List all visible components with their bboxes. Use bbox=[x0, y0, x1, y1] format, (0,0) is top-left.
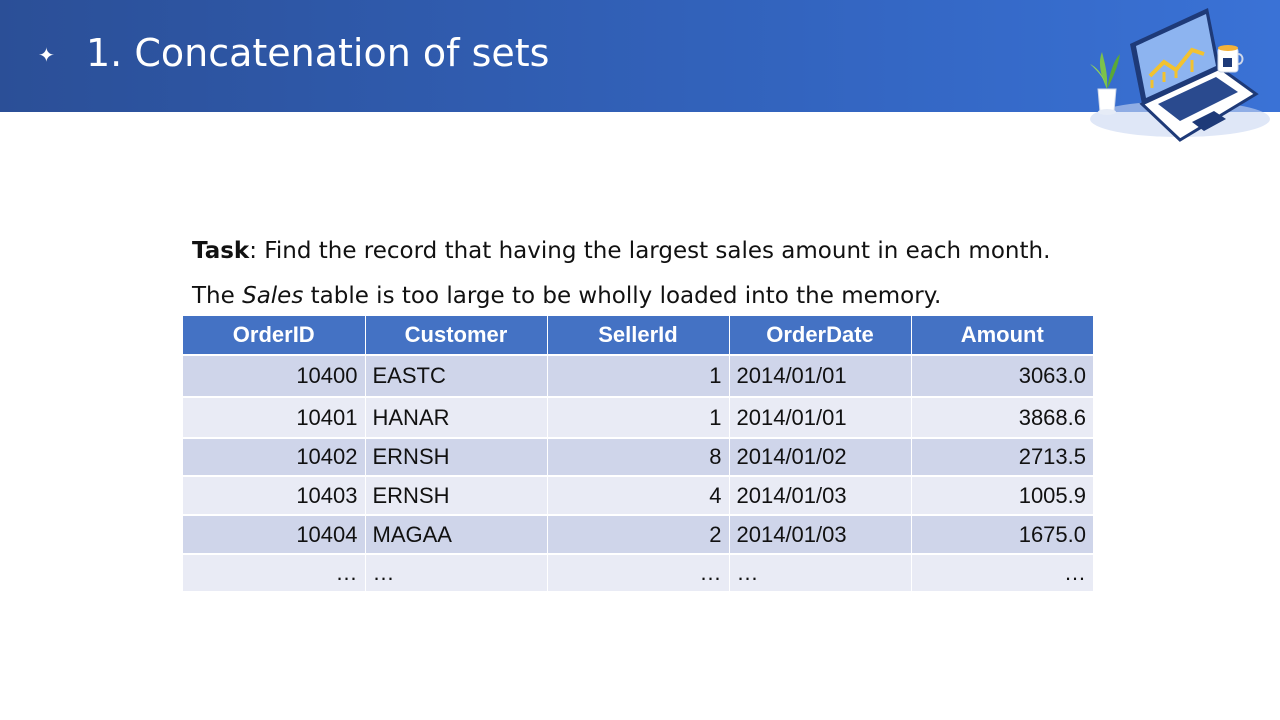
cell-orderdate: 2014/01/01 bbox=[729, 396, 912, 438]
cell-orderid: 10401 bbox=[183, 396, 366, 438]
column-header-amount: Amount bbox=[911, 316, 1093, 355]
cell-amount: 1005.9 bbox=[911, 475, 1093, 515]
cell-orderdate: 2014/01/02 bbox=[729, 437, 912, 476]
laptop-illustration-icon bbox=[1090, 8, 1270, 142]
task-note-prefix: The bbox=[192, 283, 243, 309]
cell-orderid: 10400 bbox=[183, 354, 366, 397]
cell-orderdate: 2014/01/01 bbox=[729, 354, 912, 397]
cell-sellerid: … bbox=[547, 553, 730, 591]
task-label: Task bbox=[192, 238, 250, 264]
sparkle-icon: ✦ bbox=[38, 43, 55, 67]
cell-amount: 3868.6 bbox=[911, 396, 1093, 438]
task-text: : Find the record that having the larges… bbox=[249, 238, 1051, 264]
table-row: … … … … … bbox=[183, 553, 1093, 591]
column-header-sellerid: SellerId bbox=[547, 316, 730, 355]
cell-customer: EASTC bbox=[365, 354, 548, 397]
cell-sellerid: 8 bbox=[547, 437, 730, 476]
header-bar: ✦ 1. Concatenation of sets bbox=[0, 0, 1280, 112]
cell-orderid: 10403 bbox=[183, 475, 366, 515]
table-row: 10403 ERNSH 4 2014/01/03 1005.9 bbox=[183, 475, 1093, 515]
cell-sellerid: 1 bbox=[547, 396, 730, 438]
cell-amount: 3063.0 bbox=[911, 354, 1093, 397]
task-note: The Sales table is too large to be wholl… bbox=[192, 279, 941, 313]
column-header-orderdate: OrderDate bbox=[729, 316, 912, 355]
cell-sellerid: 4 bbox=[547, 475, 730, 515]
page-title: 1. Concatenation of sets bbox=[86, 31, 550, 75]
cell-orderdate: 2014/01/03 bbox=[729, 475, 912, 515]
cell-orderid: … bbox=[183, 553, 366, 591]
cell-customer: MAGAA bbox=[365, 514, 548, 554]
task-statement: Task: Find the record that having the la… bbox=[192, 234, 1050, 268]
cell-amount: … bbox=[911, 553, 1093, 591]
sales-table: OrderID Customer SellerId OrderDate Amou… bbox=[183, 316, 1093, 591]
cell-customer: ERNSH bbox=[365, 475, 548, 515]
column-header-orderid: OrderID bbox=[183, 316, 366, 355]
cell-customer: HANAR bbox=[365, 396, 548, 438]
cell-sellerid: 1 bbox=[547, 354, 730, 397]
table-header-row: OrderID Customer SellerId OrderDate Amou… bbox=[183, 316, 1093, 355]
cell-amount: 1675.0 bbox=[911, 514, 1093, 554]
cell-orderid: 10402 bbox=[183, 437, 366, 476]
cell-orderid: 10404 bbox=[183, 514, 366, 554]
cell-amount: 2713.5 bbox=[911, 437, 1093, 476]
task-note-suffix: table is too large to be wholly loaded i… bbox=[303, 283, 942, 309]
cell-customer: ERNSH bbox=[365, 437, 548, 476]
column-header-customer: Customer bbox=[365, 316, 548, 355]
task-note-table-name: Sales bbox=[242, 283, 304, 309]
cell-orderdate: … bbox=[729, 553, 912, 591]
cell-orderdate: 2014/01/03 bbox=[729, 514, 912, 554]
cell-sellerid: 2 bbox=[547, 514, 730, 554]
table-row: 10401 HANAR 1 2014/01/01 3868.6 bbox=[183, 396, 1093, 438]
table-row: 10402 ERNSH 8 2014/01/02 2713.5 bbox=[183, 437, 1093, 476]
cell-customer: … bbox=[365, 553, 548, 591]
table-row: 10400 EASTC 1 2014/01/01 3063.0 bbox=[183, 354, 1093, 397]
table-row: 10404 MAGAA 2 2014/01/03 1675.0 bbox=[183, 514, 1093, 554]
